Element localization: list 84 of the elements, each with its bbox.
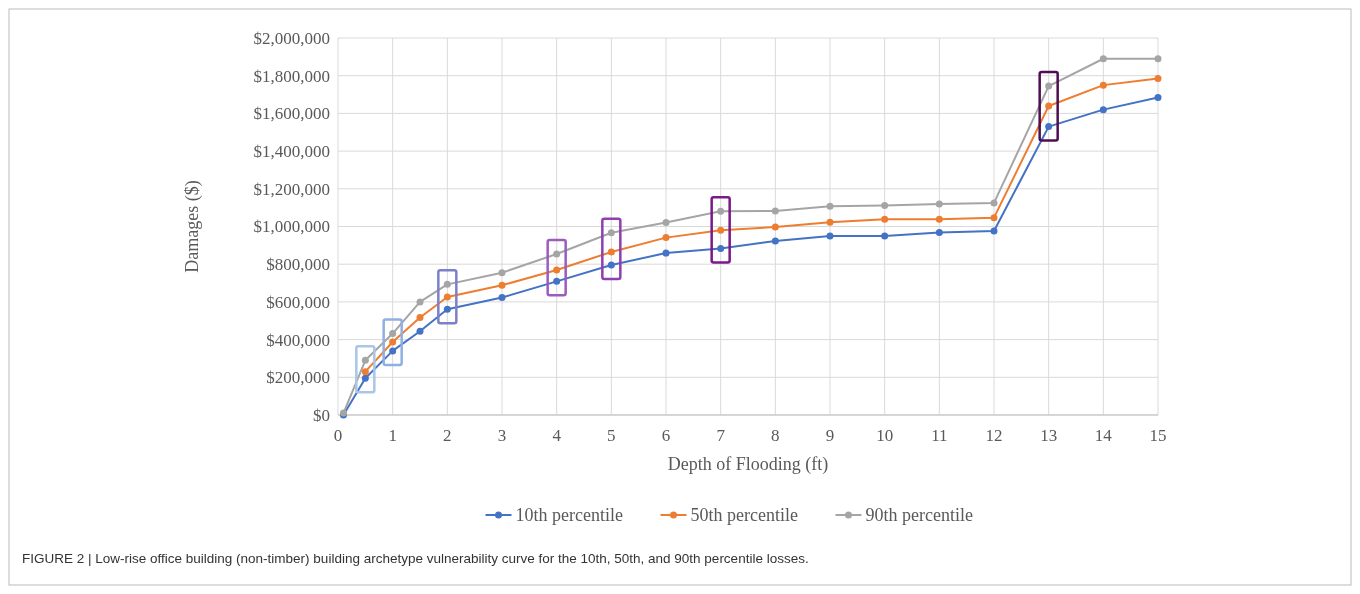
x-tick-label: 10 — [876, 426, 894, 445]
point — [717, 207, 725, 215]
point — [416, 314, 424, 322]
point — [717, 226, 725, 234]
y-axis-title: Damages ($) — [182, 180, 203, 273]
point — [881, 201, 889, 209]
point — [498, 269, 506, 277]
x-tick-label: 1 — [388, 426, 397, 445]
point — [1099, 55, 1107, 63]
point — [553, 266, 561, 274]
point — [553, 250, 561, 258]
y-tick-label: $1,800,000 — [253, 66, 330, 86]
point — [416, 327, 424, 335]
point — [443, 280, 451, 288]
point — [1154, 55, 1162, 63]
point — [990, 199, 998, 207]
x-tick-label: 3 — [497, 426, 507, 445]
point — [416, 298, 424, 306]
y-tick-label: $600,000 — [266, 292, 330, 312]
y-tick-label: $2,000,000 — [253, 28, 330, 48]
point — [389, 347, 397, 355]
y-tick-label: $200,000 — [266, 368, 330, 388]
point — [826, 202, 834, 210]
point — [1045, 123, 1053, 131]
point — [771, 237, 779, 245]
point — [498, 281, 506, 289]
point — [717, 245, 725, 253]
point — [361, 374, 369, 382]
x-tick-label: 0 — [333, 426, 343, 445]
point — [1045, 82, 1053, 90]
point — [553, 277, 561, 285]
y-tick-label: $1,200,000 — [253, 179, 330, 199]
x-tick-label: 7 — [716, 426, 726, 445]
y-tick-label: $400,000 — [266, 330, 330, 350]
point — [881, 232, 889, 240]
y-tick-label: $800,000 — [266, 255, 330, 275]
caption: FIGURE 2 | Low-rise office building (non-timber) building archetype vulnerability curve for the 10th, 50th, and 90th percentile losses. — [22, 551, 809, 566]
point — [1154, 75, 1162, 83]
point — [826, 218, 834, 226]
point — [443, 305, 451, 313]
x-tick-label: 2 — [443, 426, 452, 445]
point — [389, 330, 397, 338]
point — [990, 227, 998, 235]
point — [498, 294, 506, 302]
x-tick-label: 8 — [771, 426, 780, 445]
x-tick-label: 9 — [825, 426, 835, 445]
legend-label: 10th percentile — [515, 505, 623, 526]
x-tick-label: 6 — [661, 426, 671, 445]
y-tick-label: $1,600,000 — [253, 104, 330, 124]
point — [389, 338, 397, 346]
x-tick-label: 15 — [1149, 426, 1167, 445]
point — [361, 356, 369, 364]
point — [662, 234, 670, 242]
point — [771, 207, 779, 215]
point — [662, 249, 670, 257]
point — [1154, 94, 1162, 102]
x-tick-label: 12 — [985, 426, 1003, 445]
point — [443, 293, 451, 301]
point — [662, 219, 670, 227]
x-tick-label: 4 — [552, 426, 562, 445]
y-tick-label: $0 — [313, 405, 330, 425]
point — [1045, 102, 1053, 110]
x-tick-label: 11 — [931, 426, 948, 445]
point — [935, 215, 943, 223]
point — [607, 248, 615, 256]
point — [607, 229, 615, 237]
x-axis-title: Depth of Flooding (ft) — [667, 454, 829, 475]
point — [1099, 81, 1107, 89]
y-tick-label: $1,400,000 — [253, 142, 330, 162]
legend-label: 90th percentile — [865, 505, 973, 526]
point — [935, 200, 943, 208]
legend-label: 50th percentile — [690, 505, 798, 526]
point — [1099, 106, 1107, 114]
point — [771, 223, 779, 231]
point — [826, 232, 834, 240]
x-tick-label: 14 — [1094, 426, 1113, 445]
point — [607, 261, 615, 269]
y-tick-label: $1,000,000 — [253, 217, 330, 237]
point — [881, 215, 889, 223]
point — [361, 368, 369, 376]
x-tick-label: 5 — [607, 426, 616, 445]
point — [990, 214, 998, 222]
x-tick-label: 13 — [1040, 426, 1058, 445]
point — [935, 229, 943, 237]
